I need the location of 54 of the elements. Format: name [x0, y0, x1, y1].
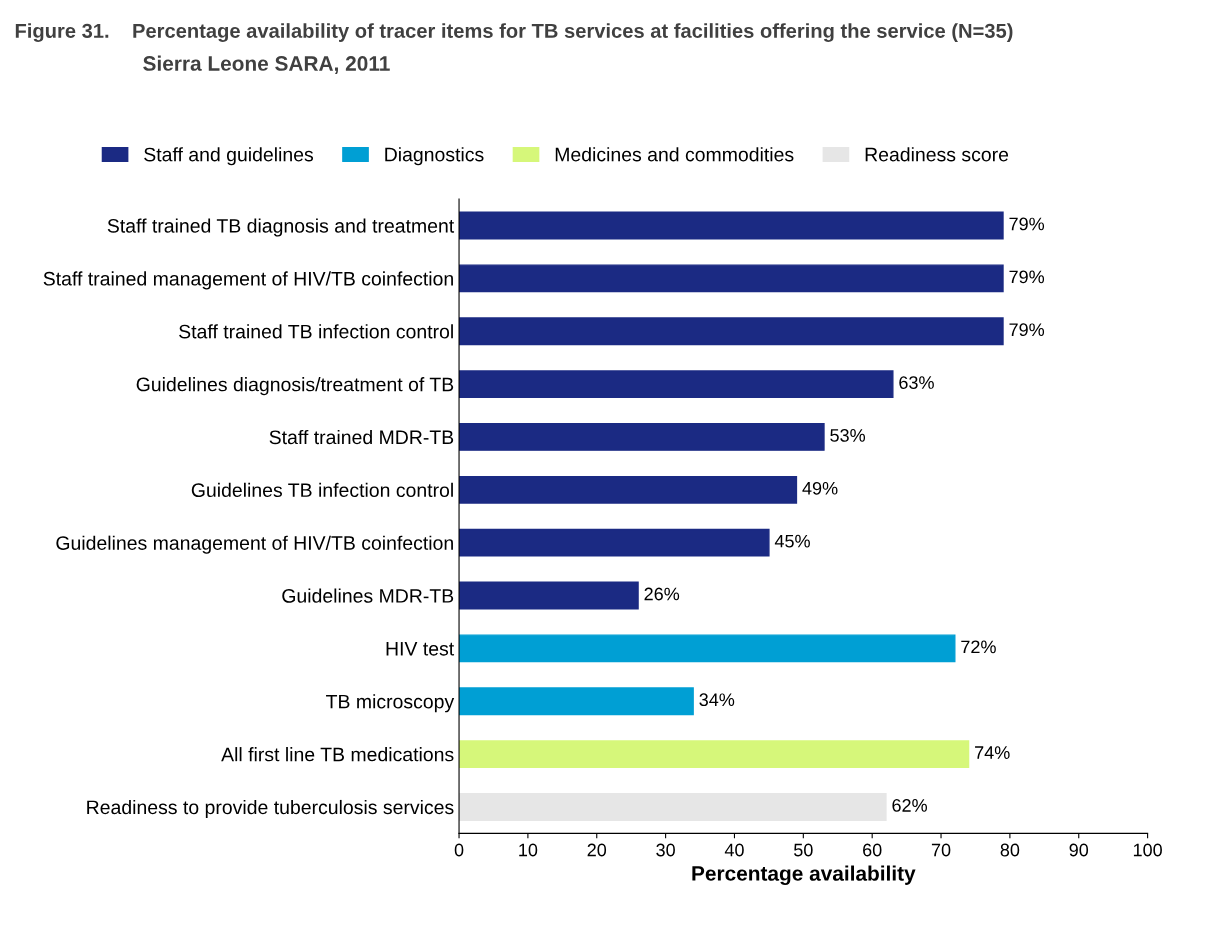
x-tick-label: 50 [794, 843, 813, 857]
data-label: 72% [961, 640, 996, 654]
bar [459, 475, 798, 504]
x-axis-title: Percentage availability [692, 865, 916, 886]
data-label: 34% [699, 693, 735, 707]
y-tick-label: Readiness to provide tuberculosis services [87, 799, 454, 819]
x-tick-label: 100 [1133, 843, 1162, 857]
legend-label: Staff and guidelines [144, 147, 314, 166]
y-tick-label: HIV test [386, 642, 455, 656]
data-label: 26% [644, 587, 680, 601]
bar [459, 581, 639, 610]
x-tick-label: 20 [587, 843, 607, 857]
legend-label: Diagnostics [385, 147, 484, 166]
bar [459, 687, 694, 716]
y-tick-label: Guidelines TB infection control [191, 482, 453, 498]
bar [459, 793, 887, 821]
bar [459, 264, 1004, 293]
y-tick-label: TB microscopy [326, 694, 455, 713]
y-tick-label: All first line TB medications [221, 747, 454, 762]
bar [459, 211, 1004, 240]
text: Sierra Leone SARA, 2011 [143, 55, 390, 74]
x-tick-label: 80 [1000, 843, 1020, 857]
legend-label: Medicines and commodities [555, 147, 794, 162]
data-label: 45% [774, 534, 810, 548]
y-tick-label: Staff trained management of HIV/TB coinfection [43, 271, 453, 290]
x-tick-label: 60 [863, 843, 882, 857]
bar [459, 423, 825, 451]
data-label: 79% [1009, 323, 1045, 337]
x-tick-label: 70 [931, 843, 951, 857]
bar [459, 740, 970, 769]
y-tick-label: Staff trained MDR-TB [269, 429, 454, 445]
x-tick-label: 40 [724, 843, 744, 857]
data-label: 79% [1009, 217, 1045, 231]
data-label: 53% [830, 429, 866, 442]
x-tick-label: 30 [656, 843, 675, 857]
x-tick-label: 90 [1069, 843, 1089, 857]
legend-label: Readiness score [865, 147, 1009, 162]
bar [459, 317, 1004, 346]
y-tick-label: Guidelines diagnosis/treatment of TB [136, 377, 454, 396]
data-label: 63% [899, 376, 934, 389]
data-label: 62% [892, 799, 927, 812]
y-tick-label: Staff trained TB diagnosis and treatment [107, 218, 455, 237]
y-tick-label: Guidelines MDR-TB [282, 588, 454, 603]
bar [459, 528, 770, 557]
x-tick-label: 0 [454, 843, 464, 857]
y-tick-label: Staff trained TB infection control [179, 324, 453, 339]
bar [459, 370, 894, 399]
chart-title: Figure 31. Percentage availability of tracer items for TB services at facilities offering the service (N=35) [15, 23, 1013, 43]
x-tick-label: 10 [519, 843, 538, 857]
data-label: 74% [975, 746, 1010, 759]
bar [459, 634, 956, 663]
y-tick-label: Guidelines management of HIV/TB coinfection [56, 535, 453, 554]
data-label: 49% [802, 481, 838, 495]
data-label: 79% [1009, 270, 1045, 284]
